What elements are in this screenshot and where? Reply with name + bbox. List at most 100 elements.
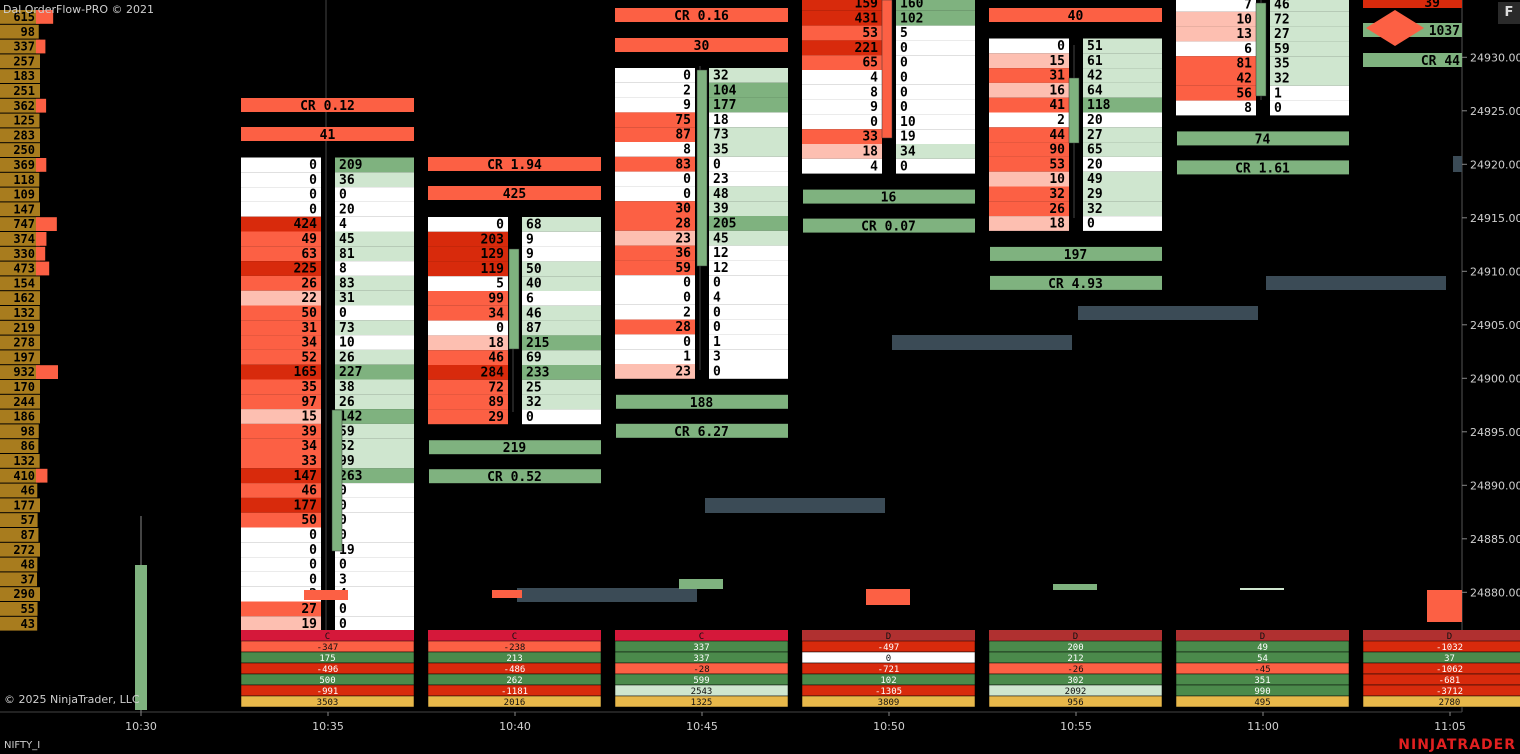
stats-value-volume: 3503	[317, 698, 339, 708]
stats-value-cum_delta: -681	[1439, 676, 1461, 686]
bid-cell	[428, 276, 508, 291]
ask-value: 10	[900, 115, 916, 130]
volume-zone	[892, 335, 1072, 350]
profile-value: 362	[13, 99, 35, 113]
bid-value: 34	[488, 306, 504, 321]
price-axis-bg	[1462, 0, 1520, 754]
bid-value: 65	[862, 56, 878, 71]
stats-value-volume: 1325	[691, 698, 713, 708]
profile-value: 87	[21, 528, 35, 542]
profile-bar	[0, 232, 40, 246]
bid-value: 28	[675, 320, 691, 335]
bid-value: 0	[683, 69, 691, 84]
ask-value: 104	[713, 83, 737, 98]
bid-cell	[241, 423, 321, 439]
bid-cell	[241, 349, 321, 365]
ask-cell	[1083, 112, 1162, 128]
stats-value-cum_delta: 500	[319, 676, 335, 686]
bid-cell	[989, 112, 1069, 128]
ask-cell	[1270, 71, 1349, 86]
bid-cell	[615, 275, 695, 290]
bottom-label: CR 6.27	[674, 425, 729, 440]
profile-value: 257	[13, 54, 35, 68]
stats-value-delta_change: -3712	[1436, 687, 1463, 697]
profile-value: 219	[13, 321, 35, 335]
ask-value: 36	[339, 173, 355, 188]
bid-value: 8	[683, 143, 691, 158]
stats-type: D	[886, 632, 891, 642]
bid-value: 10	[1049, 172, 1065, 187]
stats-type-bg	[989, 630, 1162, 641]
ask-value: 205	[713, 217, 736, 232]
bid-cell	[615, 112, 695, 128]
bid-cell	[989, 171, 1069, 187]
bid-value: 0	[309, 543, 317, 558]
ask-value: 0	[339, 513, 347, 528]
stats-value-max_delta: -486	[504, 665, 526, 675]
bottom-label-bg	[616, 394, 788, 409]
bid-cell	[615, 68, 695, 83]
bid-cell	[241, 261, 321, 276]
profile-bar	[0, 380, 40, 394]
stats-value-delta: -238	[504, 643, 526, 653]
ask-value: 61	[1087, 54, 1103, 69]
profile-bar-excess	[36, 217, 57, 231]
ask-value: 177	[713, 98, 736, 113]
bid-value: 203	[481, 232, 504, 247]
top-label-bg	[1363, 0, 1462, 8]
ask-value: 42	[1087, 69, 1103, 84]
close-candle	[492, 590, 522, 598]
profile-bar	[0, 187, 40, 202]
ask-cell	[709, 201, 788, 216]
profile-bar	[0, 498, 40, 513]
bid-value: 2	[683, 83, 691, 98]
bid-value: 26	[1049, 202, 1065, 217]
bid-value: 49	[301, 232, 317, 247]
ask-cell	[709, 156, 788, 172]
bid-cell	[1176, 100, 1256, 116]
ask-cell	[335, 157, 414, 173]
bid-cell	[428, 291, 508, 306]
stats-value-delta: 200	[1067, 643, 1083, 653]
ask-value: 233	[526, 366, 549, 381]
ask-cell	[709, 97, 788, 113]
ask-value: 4	[339, 217, 347, 232]
ask-cell	[1083, 216, 1162, 231]
bid-value: 42	[1236, 72, 1252, 87]
top-label: CR 1.94	[487, 158, 542, 173]
ask-value: 0	[713, 320, 721, 335]
price-tick-label: 24915.00	[1470, 212, 1520, 225]
bottom-label-bg	[429, 440, 601, 455]
profile-bar	[0, 98, 40, 113]
time-tick-label: 11:00	[1247, 720, 1279, 733]
ask-value: 0	[713, 305, 721, 320]
bid-cell	[615, 216, 695, 231]
stats-value-max_delta: -721	[878, 665, 900, 675]
profile-bar	[0, 409, 40, 424]
ask-value: 73	[339, 321, 355, 336]
ask-value: 50	[526, 262, 542, 277]
ask-value: 69	[526, 351, 542, 366]
bid-value: 53	[1049, 157, 1065, 172]
ask-value: 0	[1087, 217, 1095, 232]
bid-cell	[241, 187, 321, 202]
stats-value-delta: 49	[1257, 643, 1268, 653]
bid-cell	[241, 172, 321, 188]
ask-cell	[335, 187, 414, 202]
ask-value: 34	[900, 145, 916, 160]
candle-body	[696, 69, 708, 267]
ask-value: 0	[1274, 101, 1282, 116]
bid-value: 7	[1244, 0, 1252, 13]
stats-type: C	[325, 632, 330, 642]
ask-cell	[896, 10, 975, 26]
ask-value: 99	[339, 454, 355, 469]
ask-cell	[522, 365, 601, 380]
bid-value: 56	[1236, 86, 1252, 101]
f-button[interactable]: F	[1498, 2, 1520, 24]
ask-cell	[335, 216, 414, 232]
bid-value: 119	[481, 262, 504, 277]
stats-value-volume: 3809	[878, 698, 900, 708]
stats-value-delta_change: -1181	[501, 687, 528, 697]
ask-cell	[1083, 53, 1162, 69]
